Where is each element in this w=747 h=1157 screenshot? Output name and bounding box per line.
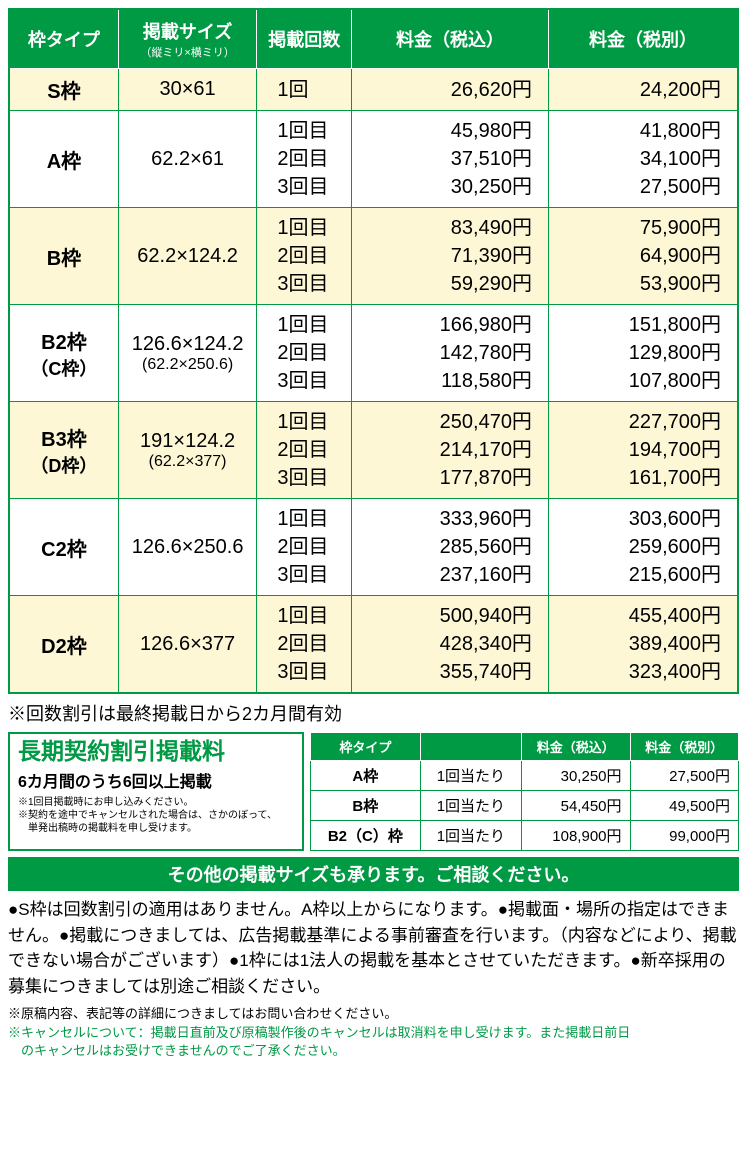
lt-th-type: 枠タイプ — [311, 733, 421, 761]
table-row: D2枠126.6×3771回目2回目3回目500,940円428,340円355… — [9, 596, 738, 694]
cell-times: 1回目2回目3回目 — [257, 596, 352, 694]
cell-price-incl: 333,960円285,560円237,160円 — [352, 499, 549, 596]
long-term-notes: ※1回目掲載時にお申し込みください。※契約を途中でキャンセルされた場合は、さかの… — [18, 796, 294, 835]
cell-size: 30×61 — [118, 69, 257, 111]
fine-print-1: ※原稿内容、表記等の詳細につきましてはお問い合わせください。 — [8, 1003, 739, 1022]
cell-price-excl: 227,700円194,700円161,700円 — [548, 402, 738, 499]
table-row: A枠62.2×611回目2回目3回目45,980円37,510円30,250円4… — [9, 111, 738, 208]
cell-times: 1回目2回目3回目 — [257, 305, 352, 402]
cell-size: 191×124.2(62.2×377) — [118, 402, 257, 499]
cell-price-incl: 26,620円 — [352, 69, 549, 111]
cell-price-excl: 24,200円 — [548, 69, 738, 111]
cell-times: 1回 — [257, 69, 352, 111]
lt-cell-price-excl: 27,500円 — [630, 761, 738, 791]
cell-size: 62.2×124.2 — [118, 208, 257, 305]
cell-price-incl: 83,490円71,390円59,290円 — [352, 208, 549, 305]
cell-times: 1回目2回目3回目 — [257, 111, 352, 208]
th-price-incl: 料金（税込） — [352, 9, 549, 69]
pricing-table: 枠タイプ 掲載サイズ（縦ミリ×横ミリ） 掲載回数 料金（税込） 料金（税別） S… — [8, 8, 739, 694]
cell-type: C2枠 — [9, 499, 118, 596]
cell-size: 126.6×250.6 — [118, 499, 257, 596]
cell-type: A枠 — [9, 111, 118, 208]
cell-price-incl: 250,470円214,170円177,870円 — [352, 402, 549, 499]
cell-size: 126.6×377 — [118, 596, 257, 694]
lt-cell-price-excl: 49,500円 — [630, 791, 738, 821]
cell-size: 126.6×124.2(62.2×250.6) — [118, 305, 257, 402]
cell-type: B3枠（D枠） — [9, 402, 118, 499]
lt-cell-price-excl: 99,000円 — [630, 821, 738, 851]
th-times: 掲載回数 — [257, 9, 352, 69]
lt-cell-per: 1回当たり — [420, 791, 521, 821]
lt-th-price-incl: 料金（税込） — [522, 733, 630, 761]
cell-price-excl: 151,800円129,800円107,800円 — [548, 305, 738, 402]
cell-price-excl: 75,900円64,900円53,900円 — [548, 208, 738, 305]
lt-cell-price-incl: 108,900円 — [522, 821, 630, 851]
cell-type: S枠 — [9, 69, 118, 111]
lt-th-diag — [420, 733, 521, 761]
lt-cell-type: A枠 — [311, 761, 421, 791]
lt-row: B2（C）枠1回当たり108,900円99,000円 — [311, 821, 739, 851]
cell-price-incl: 45,980円37,510円30,250円 — [352, 111, 549, 208]
lt-row: B枠1回当たり54,450円49,500円 — [311, 791, 739, 821]
cell-price-excl: 303,600円259,600円215,600円 — [548, 499, 738, 596]
long-term-table: 枠タイプ 料金（税込） 料金（税別） A枠1回当たり30,250円27,500円… — [310, 732, 739, 851]
discount-note: ※回数割引は最終掲載日から2カ月間有効 — [8, 700, 739, 726]
fine-print-cancel: ※キャンセルについて：掲載日直前及び原稿製作後のキャンセルは取消料を申し受けます… — [8, 1024, 739, 1060]
lt-row: A枠1回当たり30,250円27,500円 — [311, 761, 739, 791]
lt-cell-type: B2（C）枠 — [311, 821, 421, 851]
table-row: B枠62.2×124.21回目2回目3回目83,490円71,390円59,29… — [9, 208, 738, 305]
th-price-excl: 料金（税別） — [548, 9, 738, 69]
th-type: 枠タイプ — [9, 9, 118, 69]
cell-price-excl: 455,400円389,400円323,400円 — [548, 596, 738, 694]
lt-cell-price-incl: 54,450円 — [522, 791, 630, 821]
cell-price-incl: 500,940円428,340円355,740円 — [352, 596, 549, 694]
cell-times: 1回目2回目3回目 — [257, 402, 352, 499]
lt-cell-per: 1回当たり — [420, 821, 521, 851]
lt-cell-price-incl: 30,250円 — [522, 761, 630, 791]
body-text: ●S枠は回数割引の適用はありません。A枠以上からになります。●掲載面・場所の指定… — [8, 897, 739, 999]
long-term-box: 長期契約割引掲載料 6カ月間のうち6回以上掲載 ※1回目掲載時にお申し込みくださ… — [8, 732, 304, 851]
cell-price-incl: 166,980円142,780円118,580円 — [352, 305, 549, 402]
cell-times: 1回目2回目3回目 — [257, 208, 352, 305]
cell-size: 62.2×61 — [118, 111, 257, 208]
long-term-title: 長期契約割引掲載料 — [18, 738, 294, 766]
table-row: B3枠（D枠）191×124.2(62.2×377)1回目2回目3回目250,4… — [9, 402, 738, 499]
other-sizes-banner: その他の掲載サイズも承ります。ご相談ください。 — [8, 857, 739, 891]
th-size: 掲載サイズ（縦ミリ×横ミリ） — [118, 9, 257, 69]
lt-th-price-excl: 料金（税別） — [630, 733, 738, 761]
cell-times: 1回目2回目3回目 — [257, 499, 352, 596]
table-row: S枠30×611回26,620円24,200円 — [9, 69, 738, 111]
cell-type: B枠 — [9, 208, 118, 305]
cell-price-excl: 41,800円34,100円27,500円 — [548, 111, 738, 208]
lt-cell-per: 1回当たり — [420, 761, 521, 791]
cell-type: D2枠 — [9, 596, 118, 694]
table-row: B2枠（C枠）126.6×124.2(62.2×250.6)1回目2回目3回目1… — [9, 305, 738, 402]
lt-cell-type: B枠 — [311, 791, 421, 821]
table-row: C2枠126.6×250.61回目2回目3回目333,960円285,560円2… — [9, 499, 738, 596]
long-term-sub: 6カ月間のうち6回以上掲載 — [18, 768, 294, 792]
cell-type: B2枠（C枠） — [9, 305, 118, 402]
